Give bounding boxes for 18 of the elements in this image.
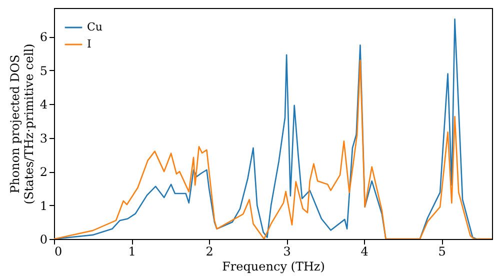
legend-label: Cu <box>87 20 103 34</box>
x-tick-label: 3 <box>283 244 291 258</box>
x-tick-label: 1 <box>128 244 136 258</box>
y-tick-label: 3 <box>40 131 48 146</box>
y-tick-label: 2 <box>40 165 48 180</box>
legend-label: I <box>87 38 92 50</box>
x-tick-label: 2 <box>206 244 214 258</box>
x-axis-title: Frequency (THz) <box>222 260 325 274</box>
line-series <box>54 60 492 239</box>
x-tick-label: 0 <box>54 244 62 258</box>
y-tick-label: 6 <box>40 30 48 44</box>
y-tick-label: 1 <box>40 198 48 213</box>
y-tick-label: 4 <box>40 98 48 112</box>
y-tick-label: 0 <box>40 232 48 246</box>
y-axis-title: Phonon projected DOS (States/THz·primitive cell) <box>8 44 36 204</box>
x-tick-label: 4 <box>360 244 369 258</box>
x-tick-label: 5 <box>438 244 446 258</box>
y-tick-label: 5 <box>40 64 48 78</box>
